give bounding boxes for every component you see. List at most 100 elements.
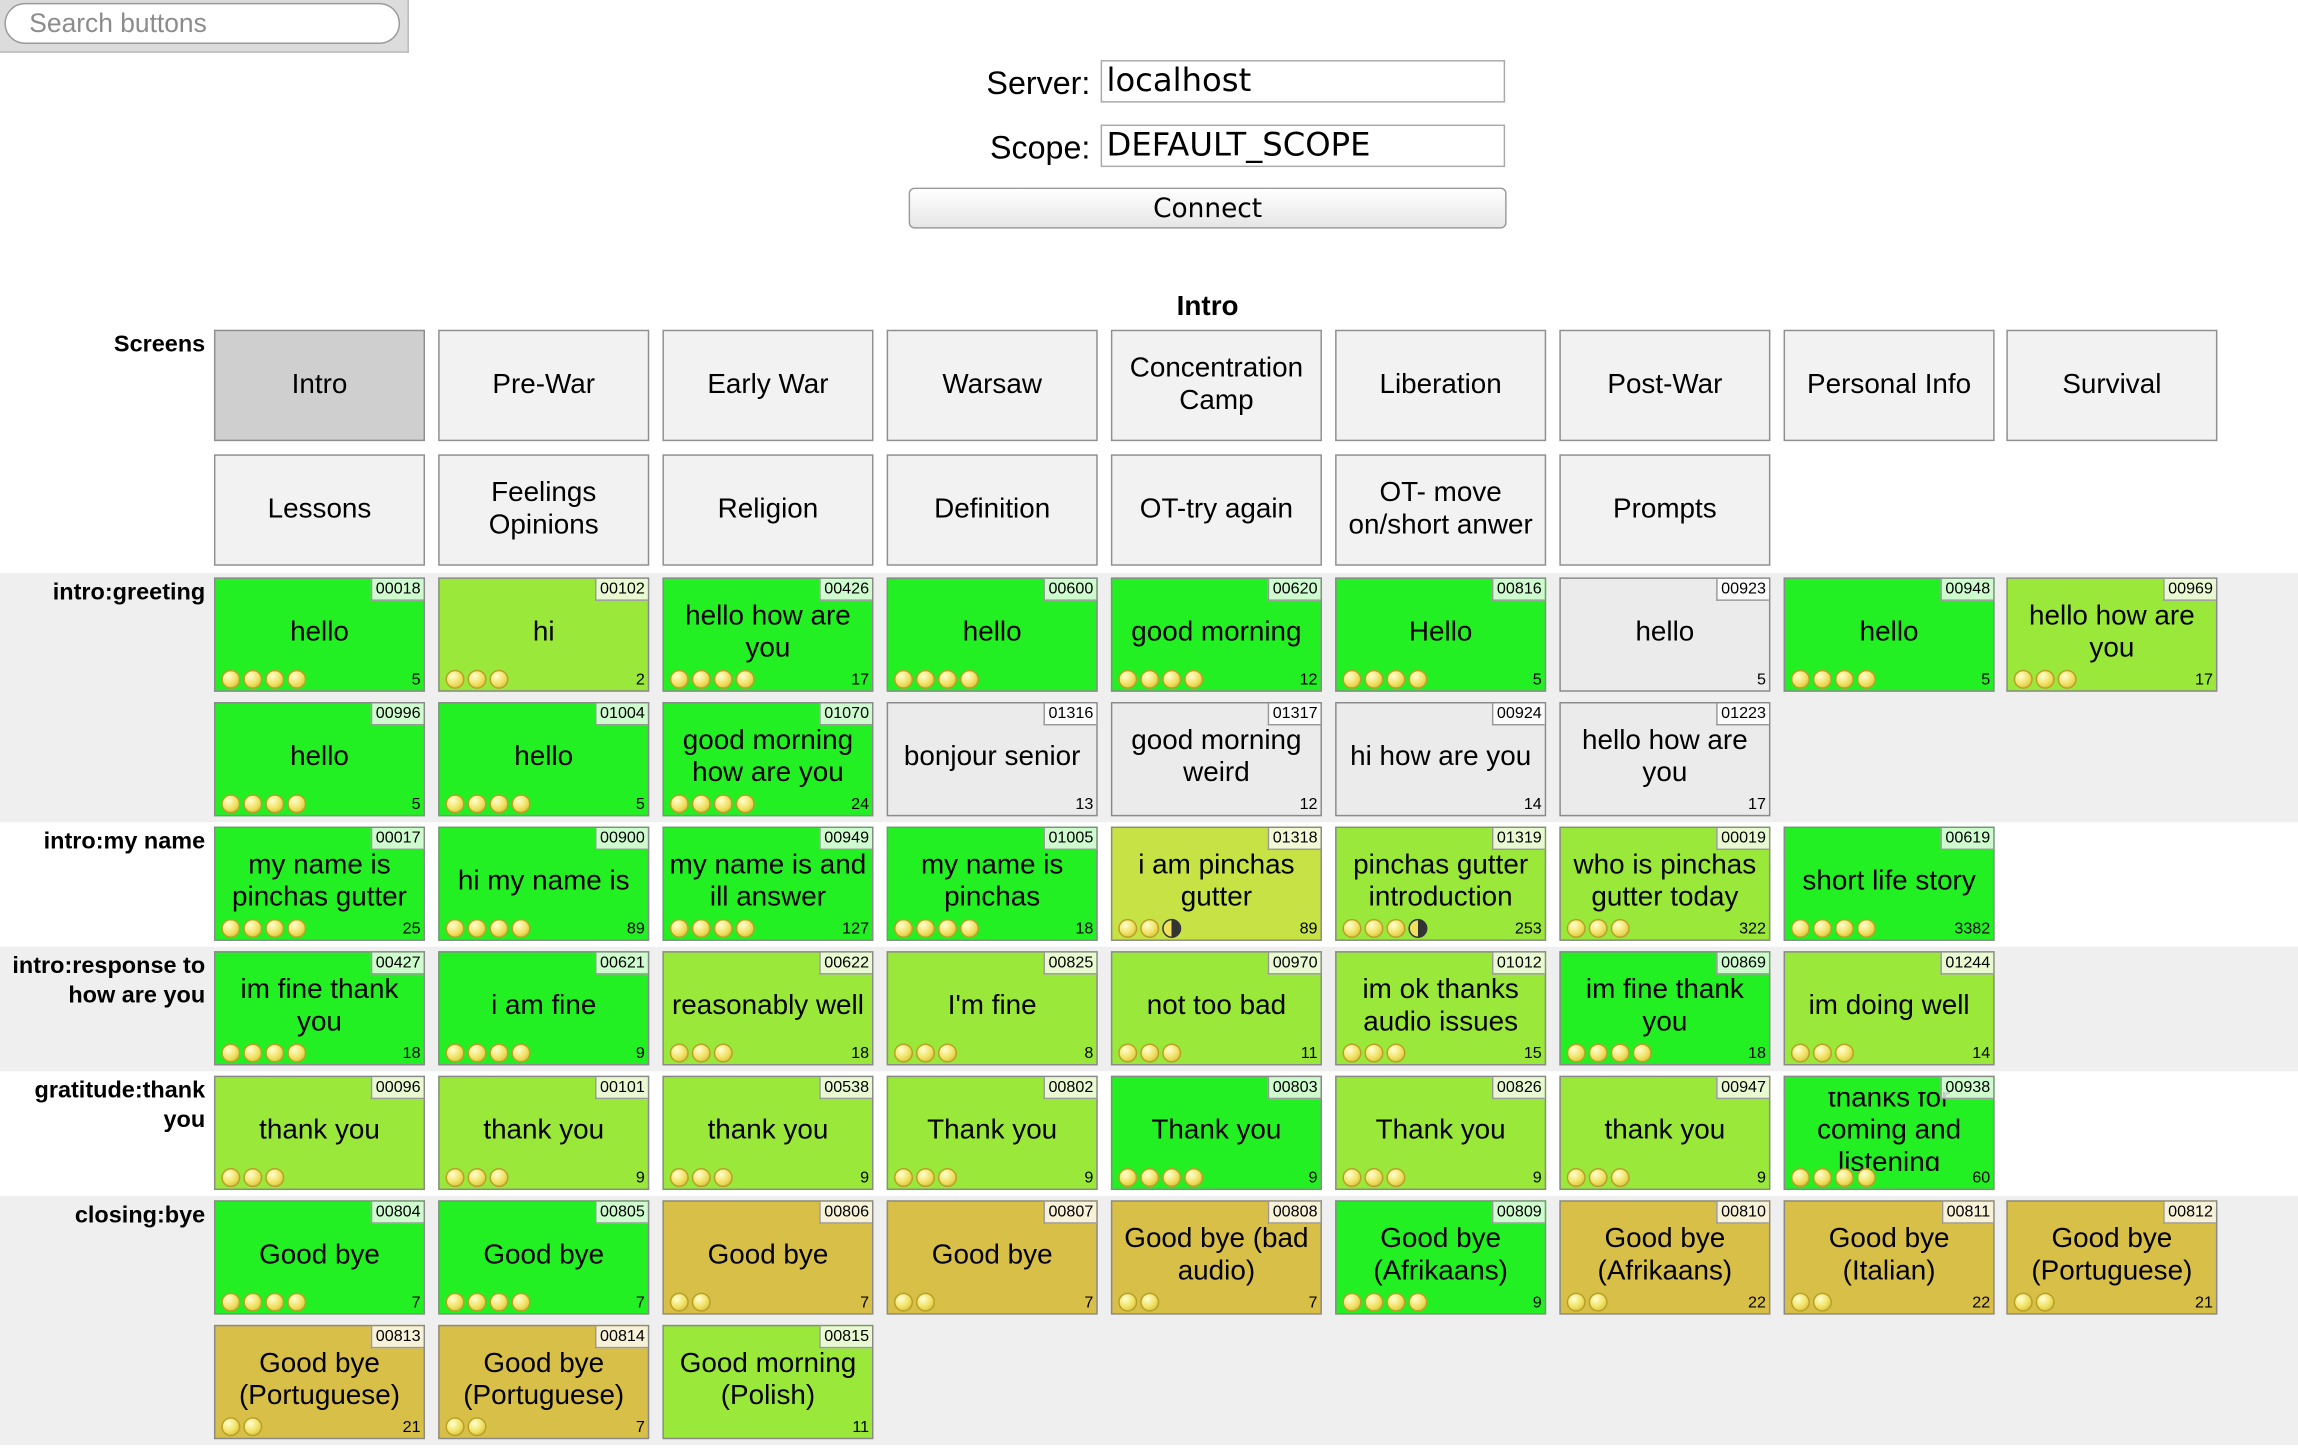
- rating-dot-icon: [1342, 1292, 1362, 1312]
- screen-tab-feelings-opinions[interactable]: Feelings Opinions: [438, 454, 650, 566]
- utterance-button-01012[interactable]: im ok thanks audio issues 01012 15: [1335, 951, 1547, 1066]
- utterance-button-00900[interactable]: hi my name is 00900 89: [438, 826, 650, 941]
- utterance-id: 01223: [1716, 703, 1769, 726]
- utterance-button-01004[interactable]: hello 01004 5: [438, 702, 650, 817]
- utterance-button-00812[interactable]: Good bye (Portuguese) 00812 21: [2006, 1200, 2218, 1315]
- utterance-button-00096[interactable]: thank you 00096: [213, 1075, 426, 1191]
- utterance-button-00619[interactable]: short life story 00619 3382: [1783, 826, 1995, 941]
- utterance-button-00826[interactable]: Thank you 00826 9: [1335, 1075, 1547, 1191]
- utterance-text: Good bye (Portuguese): [239, 1348, 400, 1412]
- utterance-button-00809[interactable]: Good bye (Afrikaans) 00809 9: [1335, 1200, 1547, 1315]
- scope-input[interactable]: [1100, 124, 1506, 168]
- utterance-button-00807[interactable]: Good bye 00807 7: [886, 1200, 1098, 1315]
- utterance-id: 00019: [1716, 828, 1769, 851]
- utterance-button-00924[interactable]: hi how are you 00924 14: [1335, 702, 1547, 817]
- utterance-text: not too bad: [1146, 990, 1287, 1022]
- utterance-button-00019[interactable]: who is pinchas gutter today 00019 322: [1559, 826, 1771, 941]
- utterance-button-00102[interactable]: hi 00102 2: [438, 577, 650, 692]
- rating-dot-icon: [1812, 1292, 1832, 1312]
- utterance-id: 00096: [371, 1077, 424, 1100]
- utterance-button-01005[interactable]: my name is pinchas 01005 18: [886, 826, 1098, 941]
- rating-dot-icon: [1588, 1292, 1608, 1312]
- utterance-id: 00813: [371, 1326, 424, 1349]
- utterance-button-00427[interactable]: im fine thank you 00427 18: [213, 951, 426, 1066]
- utterance-button-00426[interactable]: hello how are you 00426 17: [662, 577, 874, 692]
- utterance-button-00538[interactable]: thank you 00538 9: [662, 1075, 874, 1191]
- utterance-button-00808[interactable]: Good bye (bad audio) 00808 7: [1110, 1200, 1322, 1315]
- utterance-button-00869[interactable]: im fine thank you 00869 18: [1559, 951, 1771, 1066]
- screen-tab-lessons[interactable]: Lessons: [213, 454, 426, 566]
- utterance-button-00806[interactable]: Good bye 00806 7: [662, 1200, 874, 1315]
- utterance-button-00813[interactable]: Good bye (Portuguese) 00813 21: [213, 1324, 426, 1440]
- screen-tab-ot-move-on-short-anwer[interactable]: OT- move on/short anwer: [1335, 454, 1547, 566]
- rating-dots: [221, 669, 309, 689]
- utterance-button-00810[interactable]: Good bye (Afrikaans) 00810 22: [1559, 1200, 1771, 1315]
- utterance-button-00938[interactable]: thanks for coming and listening 00938 60: [1783, 1075, 1995, 1191]
- screen-tab-intro[interactable]: Intro: [213, 329, 426, 442]
- utterance-button-00620[interactable]: good morning 00620 12: [1110, 577, 1322, 692]
- screen-tab-liberation[interactable]: Liberation: [1335, 329, 1547, 442]
- utterance-button-01317[interactable]: good morning weird 01317 12: [1110, 702, 1322, 817]
- connect-button[interactable]: Connect: [908, 187, 1507, 229]
- utterance-button-00018[interactable]: hello 00018 5: [213, 577, 426, 692]
- utterance-button-00825[interactable]: I'm fine 00825 8: [886, 951, 1098, 1066]
- utterance-count: 7: [635, 1418, 645, 1437]
- utterance-text: hi my name is: [457, 866, 630, 897]
- utterance-button-00622[interactable]: reasonably well 00622 18: [662, 951, 874, 1066]
- screen-tab-prompts[interactable]: Prompts: [1559, 454, 1771, 566]
- utterance-button-00805[interactable]: Good bye 00805 7: [438, 1200, 650, 1315]
- utterance-count: 11: [1300, 1044, 1318, 1063]
- rating-dot-icon: [1812, 1043, 1832, 1063]
- utterance-button-00621[interactable]: i am fine 00621 9: [438, 951, 650, 1066]
- utterance-id: 00826: [1492, 1077, 1545, 1100]
- screen-tab-religion[interactable]: Religion: [662, 454, 874, 566]
- utterance-button-00814[interactable]: Good bye (Portuguese) 00814 7: [438, 1324, 650, 1440]
- utterance-button-01319[interactable]: pinchas gutter introduction 01319 253: [1335, 826, 1547, 941]
- utterance-button-00996[interactable]: hello 00996 5: [213, 702, 426, 817]
- utterance-button-01316[interactable]: bonjour senior 01316 13: [886, 702, 1098, 817]
- screen-tab-personal-info[interactable]: Personal Info: [1783, 329, 1995, 442]
- utterance-button-00947[interactable]: thank you 00947 9: [1559, 1075, 1771, 1191]
- screen-tab-ot-try-again[interactable]: OT-try again: [1110, 454, 1322, 566]
- utterance-button-00815[interactable]: Good morning (Polish) 00815 11: [662, 1324, 874, 1440]
- utterance-button-00811[interactable]: Good bye (Italian) 00811 22: [1783, 1200, 1995, 1315]
- rating-dot-icon: [1118, 1043, 1138, 1063]
- utterance-button-00948[interactable]: hello 00948 5: [1783, 577, 1995, 692]
- utterance-text: hi: [532, 617, 555, 648]
- utterance-button-01070[interactable]: good morning how are you 01070 24: [662, 702, 874, 817]
- utterance-button-00804[interactable]: Good bye 00804 7: [213, 1200, 426, 1315]
- utterance-button-00816[interactable]: Hello 00816 5: [1335, 577, 1547, 692]
- utterance-button-00923[interactable]: hello 00923 5: [1559, 577, 1771, 692]
- utterance-count: 322: [1739, 920, 1766, 938]
- utterance-button-00969[interactable]: hello how are you 00969 17: [2006, 577, 2218, 692]
- utterance-button-00600[interactable]: hello 00600: [886, 577, 1098, 692]
- utterance-id: 00969: [2163, 578, 2216, 601]
- rating-dot-icon: [669, 669, 689, 689]
- utterance-button-00803[interactable]: Thank you 00803 9: [1110, 1075, 1322, 1191]
- screen-tab-definition[interactable]: Definition: [886, 454, 1098, 566]
- utterance-button-01318[interactable]: i am pinchas gutter 01318 89: [1110, 826, 1322, 941]
- screen-tab-concentration-camp[interactable]: Concentration Camp: [1110, 329, 1322, 442]
- search-input[interactable]: [4, 2, 401, 44]
- rating-dot-icon: [669, 1043, 689, 1063]
- utterance-button-00949[interactable]: my name is and ill answer 00949 127: [662, 826, 874, 941]
- utterance-button-01244[interactable]: im doing well 01244 14: [1783, 951, 1995, 1066]
- utterance-count: 11: [852, 1418, 870, 1437]
- screen-tab-early-war[interactable]: Early War: [662, 329, 874, 442]
- server-input[interactable]: [1100, 60, 1506, 103]
- utterance-text: my name is pinchas gutter: [232, 850, 407, 914]
- utterance-button-00101[interactable]: thank you 00101 9: [438, 1075, 650, 1191]
- group-label: intro:greeting: [52, 580, 206, 606]
- group-label: closing:bye: [74, 1203, 206, 1229]
- utterance-button-00017[interactable]: my name is pinchas gutter 00017 25: [213, 826, 426, 941]
- utterance-button-00970[interactable]: not too bad 00970 11: [1110, 951, 1322, 1066]
- rating-dot-icon: [1162, 669, 1182, 689]
- rating-dot-icon: [893, 1043, 914, 1063]
- utterance-button-01223[interactable]: hello how are you 01223 17: [1559, 702, 1771, 817]
- screen-tab-post-war[interactable]: Post-War: [1559, 329, 1771, 442]
- screen-tab-pre-war[interactable]: Pre-War: [438, 329, 650, 442]
- screen-tab-survival[interactable]: Survival: [2006, 329, 2218, 442]
- screen-tab-warsaw[interactable]: Warsaw: [886, 329, 1098, 442]
- rating-dot-icon: [713, 1168, 733, 1188]
- utterance-button-00802[interactable]: Thank you 00802 9: [886, 1075, 1098, 1191]
